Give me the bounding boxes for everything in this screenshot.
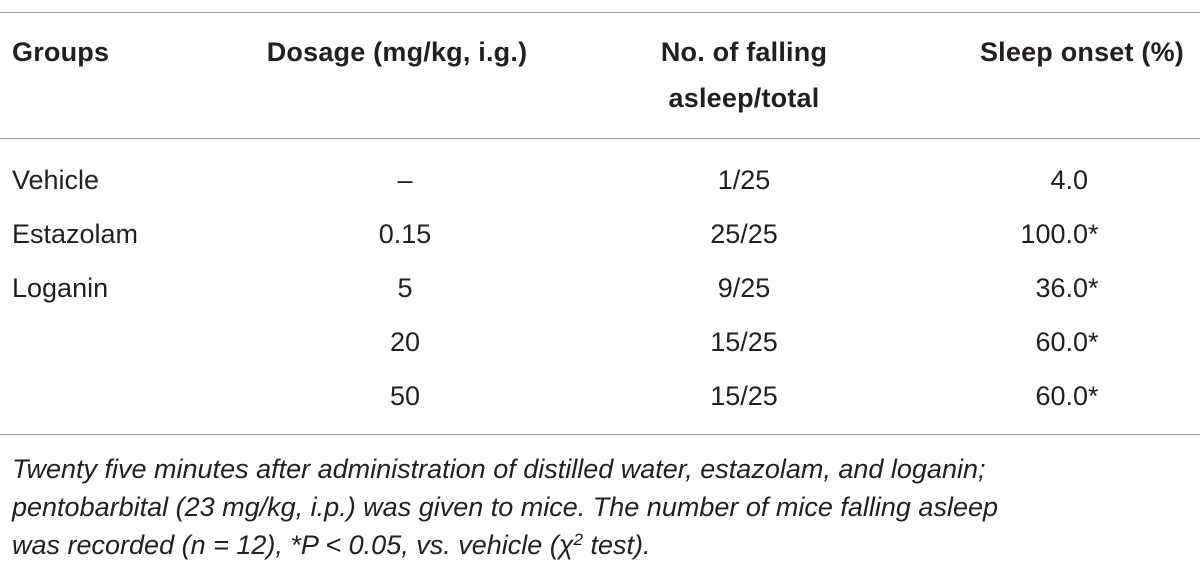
row-onset-value: 100.0 xyxy=(1020,219,1088,249)
row-onset-value: 60.0 xyxy=(1035,327,1088,357)
significance-mark: * xyxy=(1088,381,1099,411)
row-dosage: 50 xyxy=(389,381,421,411)
row-dosage: 20 xyxy=(389,327,421,357)
row-count: 25/25 xyxy=(710,219,778,249)
row-count: 9/25 xyxy=(717,273,771,303)
footnote-text: test). xyxy=(582,530,651,560)
row-dosage: 5 xyxy=(397,273,413,303)
header-sleep-onset: Sleep onset (%) xyxy=(979,37,1184,67)
row-group: Loganin xyxy=(12,273,109,303)
footnote-line: was recorded (n = 12), *P < 0.05, vs. ve… xyxy=(12,526,1188,564)
row-onset-value: 60.0 xyxy=(1035,381,1088,411)
footnote-line: pentobarbital (23 mg/kg, i.p.) was given… xyxy=(12,492,998,522)
row-count: 15/25 xyxy=(710,381,778,411)
row-dosage: – xyxy=(397,165,413,195)
table-bottom-rule xyxy=(0,434,1200,435)
row-onset-value: 4.0 xyxy=(1050,165,1088,195)
row-onset-value: 36.0 xyxy=(1035,273,1088,303)
row-onset: 100.0* xyxy=(1020,216,1140,252)
table-top-rule xyxy=(0,12,1200,13)
table-footnote: Twenty five minutes after administration… xyxy=(12,450,1188,564)
row-group: Estazolam xyxy=(12,219,139,249)
header-falling-asleep-line1: No. of falling xyxy=(660,37,828,67)
significance-mark: * xyxy=(1088,273,1099,303)
row-onset: 60.0* xyxy=(1020,378,1140,414)
footnote-text: was recorded (n = 12), *P < 0.05, vs. ve… xyxy=(12,530,574,560)
row-onset: 4.0 xyxy=(1020,162,1140,198)
row-count: 15/25 xyxy=(710,327,778,357)
row-onset: 60.0* xyxy=(1020,324,1140,360)
significance-mark: * xyxy=(1088,327,1099,357)
table-header-rule xyxy=(0,138,1200,139)
header-dosage: Dosage (mg/kg, i.g.) xyxy=(266,37,528,67)
row-count: 1/25 xyxy=(717,165,771,195)
significance-mark: * xyxy=(1088,219,1099,249)
header-falling-asleep-line2: asleep/total xyxy=(668,83,820,113)
header-groups: Groups xyxy=(12,37,110,67)
footnote-superscript: 2 xyxy=(573,530,583,549)
row-dosage: 0.15 xyxy=(378,219,432,249)
row-onset: 36.0* xyxy=(1020,270,1140,306)
row-group: Vehicle xyxy=(12,165,100,195)
footnote-line: Twenty five minutes after administration… xyxy=(12,454,986,484)
